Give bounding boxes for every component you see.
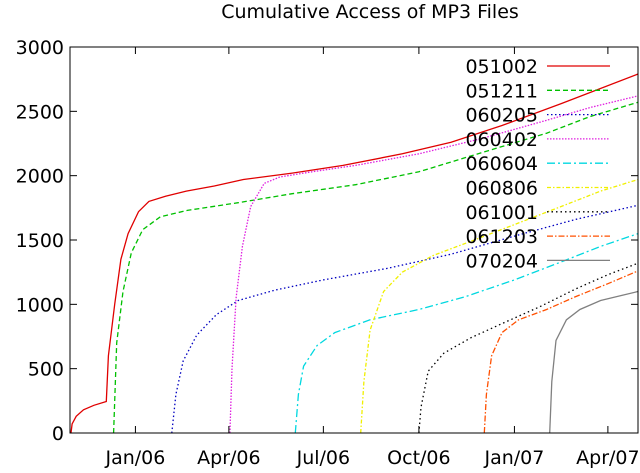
legend-label-060806: 060806	[465, 178, 538, 200]
series-line-051002	[70, 73, 638, 433]
y-tick-label: 2000	[16, 166, 64, 188]
series-line-060604	[294, 232, 638, 433]
y-tick-label: 0	[52, 423, 64, 445]
y-tick-label: 1500	[16, 230, 64, 252]
x-tick-label: Jan/06	[104, 447, 165, 469]
legend-label-070204: 070204	[465, 250, 538, 272]
series-line-060806	[360, 178, 638, 433]
legend-label-051002: 051002	[465, 56, 538, 78]
legend-label-060402: 060402	[465, 129, 538, 151]
legend-label-051211: 051211	[465, 80, 538, 102]
series-line-070204	[549, 290, 638, 433]
legend-label-061001: 061001	[465, 202, 538, 224]
y-tick-label: 1000	[16, 294, 64, 316]
chart-title: Cumulative Access of MP3 Files	[221, 1, 519, 23]
y-tick-label: 500	[28, 359, 64, 381]
y-tick-label: 2500	[16, 101, 64, 123]
series-line-051211	[112, 101, 638, 433]
x-tick-label: Jan/07	[483, 447, 544, 469]
x-tick-label: Apr/06	[197, 447, 260, 469]
legend-label-060205: 060205	[465, 105, 538, 127]
series-line-061001	[418, 262, 638, 433]
legend-label-061203: 061203	[465, 226, 538, 248]
x-tick-label: Jul/06	[296, 447, 351, 469]
x-tick-label: Oct/06	[387, 447, 450, 469]
series-line-060205	[171, 204, 638, 433]
y-tick-label: 3000	[16, 37, 64, 59]
plot-area	[70, 73, 638, 433]
axes: 0 500 1000 1500 2000 2500 3000 Jan/06 Apr/06 Jul/…	[16, 37, 640, 469]
series-line-061203	[483, 270, 638, 433]
x-tick-label: Apr/07	[576, 447, 639, 469]
legend-label-060604: 060604	[465, 153, 538, 175]
